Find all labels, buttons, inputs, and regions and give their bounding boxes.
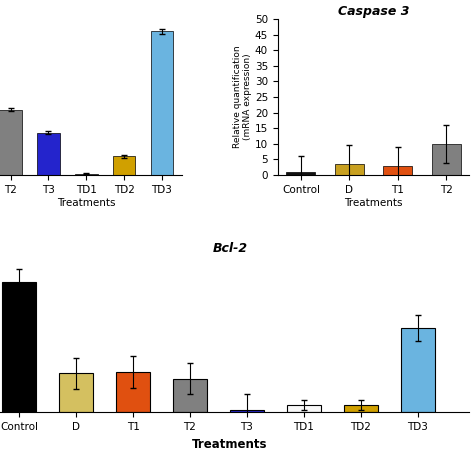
Bar	[37, 133, 60, 175]
Bar	[75, 173, 98, 175]
Bar	[2, 283, 36, 412]
Title: Caspase 3: Caspase 3	[338, 5, 409, 18]
X-axis label: Treatments: Treatments	[57, 198, 116, 208]
Bar	[116, 372, 150, 412]
Bar	[335, 164, 364, 175]
Bar	[151, 31, 173, 175]
Bar	[383, 166, 412, 175]
Bar	[286, 172, 316, 175]
Bar	[401, 328, 435, 412]
Bar	[0, 109, 22, 175]
Bar	[173, 379, 207, 412]
Bar	[344, 405, 378, 412]
X-axis label: Treatments: Treatments	[192, 438, 268, 451]
Bar	[59, 374, 93, 412]
Bar	[431, 144, 461, 175]
X-axis label: Treatments: Treatments	[344, 198, 403, 208]
Title: Bcl-2: Bcl-2	[212, 242, 247, 255]
Y-axis label: Relative quantification
(mRNA expression): Relative quantification (mRNA expression…	[233, 46, 252, 148]
Bar	[113, 156, 136, 175]
Bar	[230, 410, 264, 412]
Bar	[287, 405, 321, 412]
